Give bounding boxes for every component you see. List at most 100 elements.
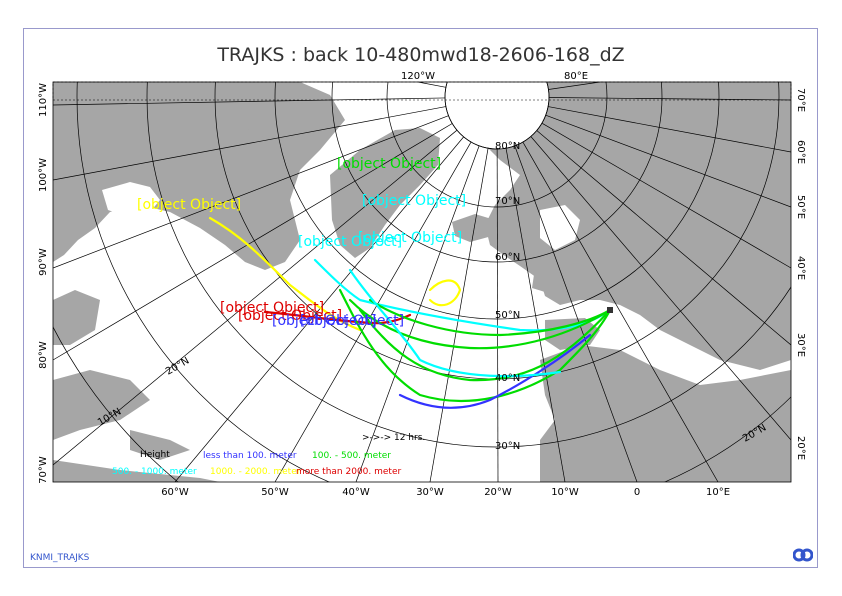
trajectory-path xyxy=(358,308,612,382)
right-lat-label: 40°E xyxy=(795,256,806,280)
meridian-line xyxy=(417,82,446,88)
meridian-line xyxy=(53,129,458,466)
meridian-line xyxy=(53,97,446,106)
left-lat-label: 110°W xyxy=(38,83,49,117)
legend-time-step: >->-> 12 hrs. xyxy=(362,433,425,443)
bottom-lon-label: 10°W xyxy=(551,487,579,498)
inner-lat-label: 30°N xyxy=(495,441,520,452)
meridian-line xyxy=(548,97,791,101)
bottom-lon-label: 60°W xyxy=(161,487,189,498)
trajectory-label: [object Object] xyxy=(272,313,376,329)
trajectory-label: [object Object] xyxy=(358,230,462,246)
right-lat-label: 50°E xyxy=(795,195,806,219)
meridian-line xyxy=(496,148,499,482)
latitude-circle xyxy=(146,82,791,448)
inner-lat-label: 80°N xyxy=(495,141,520,152)
meridian-line xyxy=(429,148,489,482)
latitude-circle xyxy=(444,82,550,150)
land-florida-south xyxy=(53,370,150,440)
legend-entry: 1000. - 2000. meter xyxy=(210,467,301,477)
right-lat-label: 60°E xyxy=(795,140,806,164)
land-canadian-islands xyxy=(240,92,320,140)
land-scandinavia-gap xyxy=(540,205,580,250)
trajectory-path xyxy=(313,258,612,332)
legend-entry: 500. - 1000. meter xyxy=(112,467,197,477)
meridian-line xyxy=(274,141,472,482)
meridian-line xyxy=(536,130,791,346)
land-iceland xyxy=(452,214,495,242)
inner-lat-label: 70°N xyxy=(495,196,520,207)
right-lat-label: 30°E xyxy=(795,333,806,357)
trajectory-path xyxy=(398,333,592,409)
left-lat-label: 100°W xyxy=(38,158,49,192)
bottom-lon-label: 50°W xyxy=(261,487,289,498)
trajectory-label: [object Object] xyxy=(362,193,466,209)
meridian-line xyxy=(548,106,791,153)
bottom-lon-label: 40°W xyxy=(342,487,370,498)
trajectory-path xyxy=(368,298,612,337)
polar-cap xyxy=(444,82,550,150)
footer-label: KNMI_TRAJKS xyxy=(30,553,90,563)
inner-lat-label: 60°N xyxy=(495,252,520,263)
meridian-line xyxy=(530,136,791,441)
trajectory-label: [object Object] xyxy=(337,156,441,172)
left-lat-label: 80°W xyxy=(38,341,49,369)
top-lon-label: 120°W xyxy=(401,71,435,82)
figure-frame xyxy=(23,28,818,568)
trajectory-path xyxy=(348,298,612,350)
latitude-circle xyxy=(331,82,663,263)
trajectory-path xyxy=(348,268,562,378)
meridian-line xyxy=(545,114,791,208)
meridian-line xyxy=(355,145,480,482)
land-hudson-bay xyxy=(102,182,160,216)
latitude-circle xyxy=(274,82,720,320)
trajectory-label: [object Object] xyxy=(298,234,402,250)
land-south-america xyxy=(53,460,220,482)
trajectory-label: [object Object] xyxy=(220,300,324,316)
land-mediterranean xyxy=(585,320,720,380)
left-lat-label: 90°W xyxy=(38,248,49,276)
trajectories xyxy=(208,216,612,409)
legend-entry: 100. - 500. meter xyxy=(312,451,391,461)
meridian-line xyxy=(514,145,638,482)
land-british-isles xyxy=(532,262,552,292)
legend-height-label: Height xyxy=(140,450,170,460)
trajectory-path xyxy=(338,288,612,403)
meridian-line xyxy=(522,141,719,482)
trajectory-label: [object Object] xyxy=(137,197,241,213)
top-lon-label: 80°E xyxy=(564,71,588,82)
trajectory-path xyxy=(208,216,362,332)
meridian-line xyxy=(53,115,449,269)
legend-entry: less than 100. meter xyxy=(203,451,297,461)
map-title: TRAJKS : back 10-480mwd18-2606-168_dZ xyxy=(217,44,625,66)
legend-entry: more than 2000. meter xyxy=(296,467,401,477)
bottom-lon-label: 20°W xyxy=(484,487,512,498)
trajectory-label: [object Object] xyxy=(238,308,342,324)
meridian-line xyxy=(53,106,446,181)
meridian-line xyxy=(174,136,464,482)
meridian-line xyxy=(505,148,566,482)
bottom-lon-label: 0 xyxy=(634,487,640,498)
right-lat-label: 70°E xyxy=(795,88,806,112)
start-point-marker xyxy=(607,307,613,313)
trajectory-path xyxy=(263,310,412,325)
inner-lat-label: 50°N xyxy=(495,310,520,321)
bottom-lon-label: 30°W xyxy=(416,487,444,498)
knmi-logo-icon xyxy=(793,548,813,562)
left-lat-label: 70°W xyxy=(38,456,49,484)
land-greenland xyxy=(330,128,440,258)
right-lat-label: 20°E xyxy=(795,436,806,460)
meridian-line xyxy=(53,123,453,361)
trajectory-path xyxy=(428,279,462,307)
trajectory-label: [object Object] xyxy=(300,313,404,329)
meridian-line xyxy=(548,82,601,90)
meridian-line xyxy=(541,122,791,269)
inner-lat-label: 40°N xyxy=(495,373,520,384)
dashed-top-strip xyxy=(52,81,792,101)
land-labrador-west xyxy=(53,290,100,345)
land-europe-asia xyxy=(470,82,791,370)
latitude-circle xyxy=(76,82,791,482)
bottom-lon-label: 10°E xyxy=(706,487,730,498)
